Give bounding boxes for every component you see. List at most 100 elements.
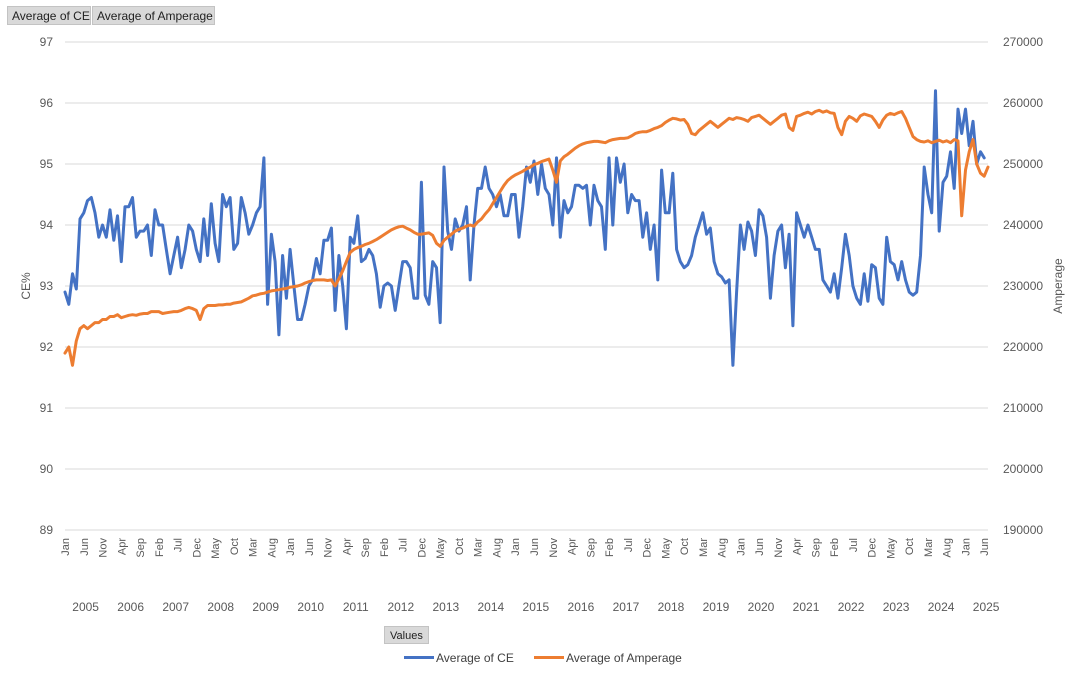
x-month-tick-label: Jun xyxy=(304,538,316,556)
x-month-tick-label: Sep xyxy=(360,538,372,558)
x-month-tick-label: Mar xyxy=(473,538,485,557)
x-month-tick-label: Nov xyxy=(98,538,110,558)
x-month-tick-label: Sep xyxy=(585,538,597,558)
x-month-tick-label: Dec xyxy=(867,538,879,558)
y2-tick-label: 210000 xyxy=(1003,401,1043,415)
x-year-label: 2011 xyxy=(343,600,369,614)
x-month-tick-label: Aug xyxy=(266,538,278,558)
y-tick-label: 93 xyxy=(40,279,54,293)
x-month-tick-label: Dec xyxy=(191,538,203,558)
y-tick-label: 91 xyxy=(40,401,54,415)
legend-label-ce: Average of CE xyxy=(436,651,514,665)
y-tick-label: 96 xyxy=(40,96,54,110)
x-month-tick-label: Apr xyxy=(567,538,579,555)
legend-swatch-ce xyxy=(404,656,434,660)
x-year-label: 2013 xyxy=(432,600,459,614)
x-month-tick-label: Aug xyxy=(492,538,504,558)
y-tick-label: 94 xyxy=(40,218,54,232)
y2-tick-label: 230000 xyxy=(1003,279,1043,293)
field-button-average-of-ce[interactable]: Average of CE xyxy=(7,6,91,25)
x-month-tick-label: Jul xyxy=(398,538,410,552)
x-month-tick-label: Oct xyxy=(229,538,241,555)
field-button-average-of-amperage[interactable]: Average of Amperage xyxy=(92,6,215,25)
x-month-tick-label: Jun xyxy=(979,538,991,556)
x-month-tick-label: May xyxy=(435,538,447,559)
x-month-tick-label: May xyxy=(660,538,672,559)
values-field-button[interactable]: Values xyxy=(384,626,429,644)
x-month-tick-label: Jul xyxy=(173,538,185,552)
x-month-tick-label: Aug xyxy=(717,538,729,558)
y-tick-label: 89 xyxy=(40,523,54,537)
y2-tick-label: 240000 xyxy=(1003,218,1043,232)
x-year-label: 2025 xyxy=(973,600,1000,614)
x-month-tick-label: May xyxy=(210,538,222,559)
x-month-tick-label: Mar xyxy=(923,538,935,557)
series-line-amperage xyxy=(63,108,990,367)
x-year-label: 2021 xyxy=(793,600,820,614)
x-month-tick-label: Jan xyxy=(60,538,72,556)
x-year-label: 2023 xyxy=(883,600,910,614)
x-month-tick-label: Dec xyxy=(642,538,654,558)
y2-tick-label: 200000 xyxy=(1003,462,1043,476)
x-month-tick-label: Jun xyxy=(529,538,541,556)
x-month-tick-label: Apr xyxy=(116,538,128,555)
x-month-tick-label: Jan xyxy=(961,538,973,556)
y2-tick-label: 250000 xyxy=(1003,157,1043,171)
x-year-label: 2008 xyxy=(207,600,234,614)
x-year-label: 2018 xyxy=(658,600,685,614)
legend: Average of CE Average of Amperage xyxy=(0,648,1080,668)
x-month-tick-label: Nov xyxy=(323,538,335,558)
y-tick-label: 97 xyxy=(40,35,54,49)
x-month-tick-label: Oct xyxy=(454,538,466,555)
x-month-tick-label: Jan xyxy=(735,538,747,556)
x-year-label: 2020 xyxy=(748,600,775,614)
x-month-tick-label: Feb xyxy=(379,538,391,557)
x-month-tick-label: Apr xyxy=(341,538,353,555)
x-year-label: 2016 xyxy=(568,600,595,614)
y-axis-title: CE% xyxy=(19,272,33,300)
x-month-tick-label: Aug xyxy=(942,538,954,558)
x-month-tick-label: Oct xyxy=(679,538,691,555)
legend-item-amperage[interactable]: Average of Amperage xyxy=(534,648,682,668)
x-month-tick-label: Dec xyxy=(416,538,428,558)
x-year-label: 2024 xyxy=(928,600,955,614)
x-year-label: 2014 xyxy=(478,600,505,614)
x-month-tick-label: Jul xyxy=(623,538,635,552)
x-month-tick-label: Sep xyxy=(810,538,822,558)
x-month-tick-label: Mar xyxy=(248,538,260,557)
x-month-tick-label: Jan xyxy=(510,538,522,556)
x-year-label: 2017 xyxy=(613,600,640,614)
x-year-label: 2005 xyxy=(72,600,99,614)
x-month-tick-label: Jun xyxy=(79,538,91,556)
legend-item-ce[interactable]: Average of CE xyxy=(404,648,514,668)
x-year-label: 2012 xyxy=(387,600,414,614)
x-year-label: 2007 xyxy=(162,600,189,614)
x-month-tick-label: Sep xyxy=(135,538,147,558)
x-year-label: 2010 xyxy=(297,600,324,614)
x-month-tick-label: Feb xyxy=(154,538,166,557)
legend-swatch-amperage xyxy=(534,656,564,660)
y2-tick-label: 260000 xyxy=(1003,96,1043,110)
x-month-tick-label: Feb xyxy=(829,538,841,557)
x-year-label: 2019 xyxy=(703,600,730,614)
x-month-tick-label: Jun xyxy=(754,538,766,556)
x-month-tick-label: Feb xyxy=(604,538,616,557)
y2-tick-label: 270000 xyxy=(1003,35,1043,49)
series-line-ce xyxy=(63,89,986,367)
x-year-label: 2015 xyxy=(523,600,550,614)
x-year-label: 2006 xyxy=(117,600,144,614)
legend-label-amperage: Average of Amperage xyxy=(566,651,682,665)
x-month-tick-label: Jul xyxy=(848,538,860,552)
y2-tick-label: 190000 xyxy=(1003,523,1043,537)
x-month-tick-label: Jan xyxy=(285,538,297,556)
x-month-tick-label: Nov xyxy=(773,538,785,558)
y2-tick-label: 220000 xyxy=(1003,340,1043,354)
x-month-tick-label: May xyxy=(885,538,897,559)
x-year-label: 2009 xyxy=(252,600,279,614)
x-year-label: 2022 xyxy=(838,600,865,614)
x-month-tick-label: Oct xyxy=(904,538,916,555)
x-month-tick-label: Nov xyxy=(548,538,560,558)
y-tick-label: 95 xyxy=(40,157,54,171)
y-tick-label: 90 xyxy=(40,462,54,476)
